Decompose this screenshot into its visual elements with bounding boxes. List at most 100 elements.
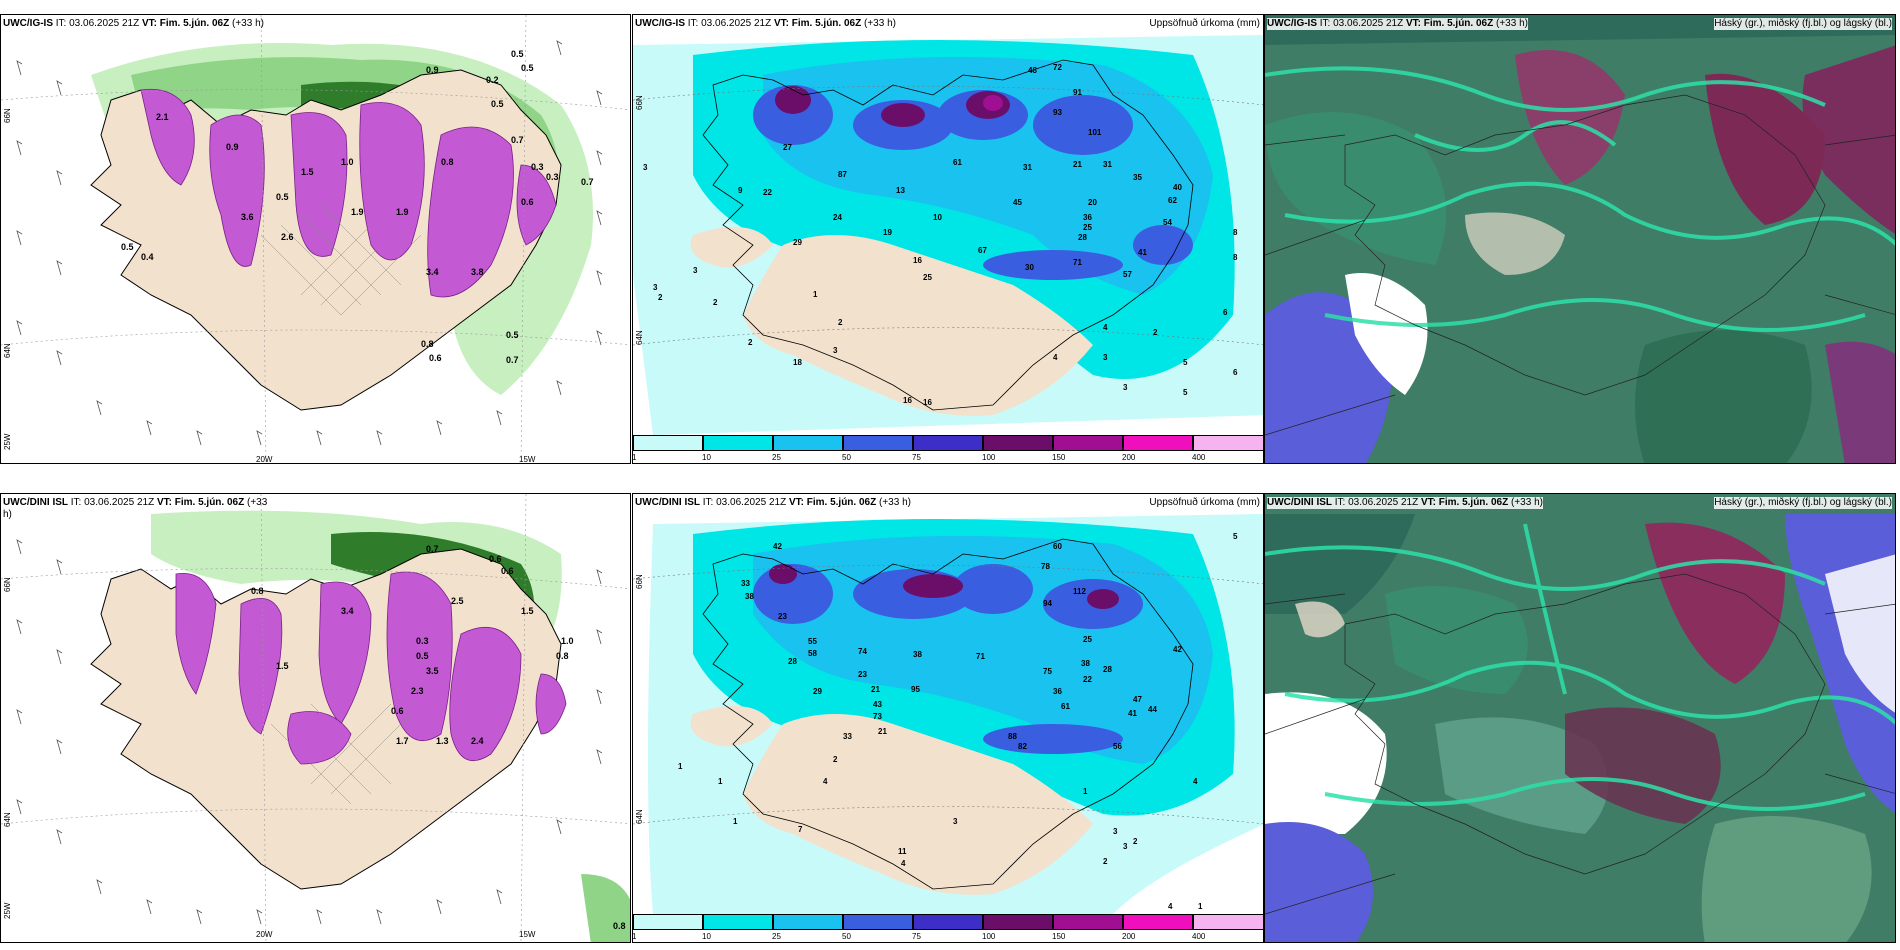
colorbar-tick: 25 (772, 453, 781, 462)
map-value: 1 (1198, 902, 1203, 911)
map-value: 48 (1028, 66, 1037, 75)
map-value: 5 (1183, 358, 1188, 367)
colorbar-tick: 200 (1122, 932, 1136, 941)
map-value: 71 (1073, 258, 1082, 267)
map-value: 6 (1223, 308, 1228, 317)
map-value: 94 (1043, 599, 1052, 608)
map-value: 36 (1053, 687, 1062, 696)
map-value: 33 (741, 579, 750, 588)
bottom-right-map-panel: UWC/DINI ISL IT: 03.06.2025 21Z VT: Fim.… (1264, 493, 1896, 943)
panel-title: UWC/DINI ISL IT: 03.06.2025 21Z VT: Fim.… (1267, 497, 1543, 509)
map-value: 7 (798, 825, 803, 834)
colorbar-tick: 10 (702, 453, 711, 462)
lon-label: 15W (519, 455, 536, 464)
panel-title: UWC/IG-IS IT: 03.06.2025 21Z VT: Fim. 5.… (3, 18, 264, 29)
colorbar-tick: 50 (842, 932, 851, 941)
map-value: 74 (858, 647, 867, 656)
map-value: 1.9 (396, 207, 409, 217)
map-value: 5 (1183, 388, 1188, 397)
map-value: 3 (1123, 383, 1128, 392)
bottom-left-map: 0.7 0.6 0.6 0.8 1.5 2.5 3.4 0.3 0.5 2.3 … (1, 494, 630, 942)
map-value: 42 (1173, 645, 1182, 654)
map-value: 2 (1103, 857, 1108, 866)
colorbar-cell: 75 (912, 435, 983, 462)
map-value: 3 (693, 266, 698, 275)
map-value: 0.5 (511, 49, 524, 59)
map-value: 16 (903, 396, 912, 405)
map-value: 0.8 (613, 921, 626, 931)
colorbar-cell: 10 (702, 435, 773, 462)
map-value: 47 (1133, 695, 1142, 704)
map-value: 93 (1053, 108, 1062, 117)
map-value: 3 (1103, 353, 1108, 362)
map-value: 56 (1113, 742, 1122, 751)
bottom-left-map-panel: 0.7 0.6 0.6 0.8 1.5 2.5 3.4 0.3 0.5 2.3 … (0, 493, 631, 943)
map-value: 10 (933, 213, 942, 222)
map-value: 16 (913, 256, 922, 265)
map-value: 4 (823, 777, 828, 786)
map-value: 21 (878, 727, 887, 736)
map-value: 0.7 (426, 544, 439, 554)
map-value: 57 (1123, 270, 1132, 279)
map-value: 1.5 (276, 661, 289, 671)
map-value: 0.6 (501, 566, 514, 576)
map-value: 0.2 (486, 75, 499, 85)
map-value: 71 (976, 652, 985, 661)
map-value: 1 (813, 290, 818, 299)
map-value: 38 (745, 592, 754, 601)
map-value: 23 (778, 612, 787, 621)
map-value: 43 (873, 700, 882, 709)
map-value: 4 (901, 859, 906, 868)
map-value: 1.3 (436, 736, 449, 746)
map-value: 29 (793, 238, 802, 247)
map-value: 0.7 (511, 135, 524, 145)
map-value: 3 (653, 283, 658, 292)
map-value: 11 (898, 847, 907, 856)
map-value: 1.9 (351, 207, 364, 217)
colorbar: 1 10 25 50 75 100 150 200 400 (633, 914, 1263, 941)
top-left-map-panel: 0.5 0.5 0.9 0.3 0.2 2.1 1.5 0.9 0.5 1.0 … (0, 14, 631, 464)
map-value: 40 (1173, 183, 1182, 192)
map-value: 27 (783, 143, 792, 152)
colorbar-cell: 150 (1052, 435, 1123, 462)
map-value: 0.3 (546, 172, 559, 182)
map-value: 41 (1138, 248, 1147, 257)
panel-title: UWC/DINI ISL IT: 03.06.2025 21Z VT: Fim.… (3, 497, 268, 520)
map-value: 8 (1233, 253, 1238, 262)
lon-label: 20W (256, 455, 273, 464)
lat-label: 25W (3, 433, 12, 450)
map-value: 60 (1053, 542, 1062, 551)
map-value: 45 (1013, 198, 1022, 207)
bottom-middle-map: 42 33 38 23 28 55 58 29 23 21 43 73 33 9… (633, 494, 1263, 942)
map-value: 0.9 (226, 142, 239, 152)
map-value: 20 (1088, 198, 1097, 207)
map-value: 61 (1061, 702, 1070, 711)
map-value: 35 (1133, 173, 1142, 182)
map-value: 0.5 (521, 63, 534, 73)
map-value: 82 (1018, 742, 1027, 751)
map-value: 3.4 (341, 606, 354, 616)
panel-title: UWC/IG-IS IT: 03.06.2025 21Z VT: Fim. 5.… (635, 18, 896, 29)
map-value: 0.6 (429, 353, 442, 363)
colorbar-tick: 150 (1052, 453, 1066, 462)
map-value: 0.5 (276, 192, 289, 202)
colorbar-tick: 100 (982, 453, 996, 462)
map-value: 5 (1233, 532, 1238, 541)
map-value: 9 (738, 186, 743, 195)
map-value: 2.6 (281, 232, 294, 242)
top-middle-map-panel: 3 9 27 22 24 19 29 10 13 21 31 20 16 25 … (632, 14, 1264, 464)
map-value: 0.7 (581, 177, 594, 187)
top-right-map (1265, 15, 1895, 463)
map-value: 3 (1123, 842, 1128, 851)
map-value: 88 (1008, 732, 1017, 741)
map-value: 3.8 (471, 267, 484, 277)
top-middle-map: 3 9 27 22 24 19 29 10 13 21 31 20 16 25 … (633, 15, 1263, 463)
map-value: 1.0 (341, 157, 354, 167)
map-value: 2.3 (411, 686, 424, 696)
panel-title: UWC/DINI ISL IT: 03.06.2025 21Z VT: Fim.… (635, 497, 911, 508)
colorbar-cell: 10 (702, 914, 773, 941)
colorbar-cell: 25 (772, 435, 843, 462)
map-value: 3 (953, 817, 958, 826)
colorbar-cell: 100 (982, 435, 1053, 462)
map-value: 8 (1233, 228, 1238, 237)
